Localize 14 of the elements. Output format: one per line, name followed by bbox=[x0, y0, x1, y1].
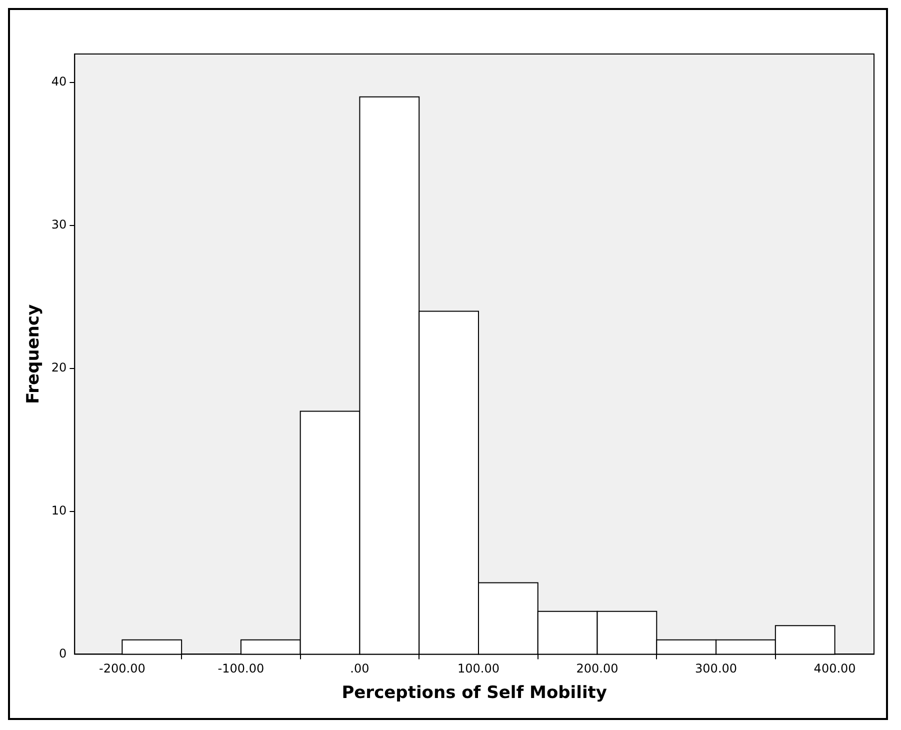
y-tick-label: 30 bbox=[51, 218, 67, 232]
y-tick-label: 40 bbox=[51, 74, 67, 89]
x-tick-label: 200.00 bbox=[576, 662, 618, 676]
x-tick-label: -100.00 bbox=[218, 662, 264, 676]
x-tick-label: 300.00 bbox=[695, 662, 738, 676]
x-tick-label: .00 bbox=[350, 662, 370, 676]
x-tick-label: 400.00 bbox=[814, 662, 856, 676]
y-tick-label: 0 bbox=[59, 646, 67, 660]
y-axis-title: Frequency bbox=[24, 304, 44, 404]
y-tick-label: 20 bbox=[51, 360, 67, 375]
x-tick-label: -200.00 bbox=[99, 662, 146, 676]
x-tick-label: 100.00 bbox=[457, 662, 500, 676]
x-axis-title: Perceptions of Self Mobility bbox=[342, 683, 607, 704]
y-tick-label: 10 bbox=[51, 503, 67, 518]
